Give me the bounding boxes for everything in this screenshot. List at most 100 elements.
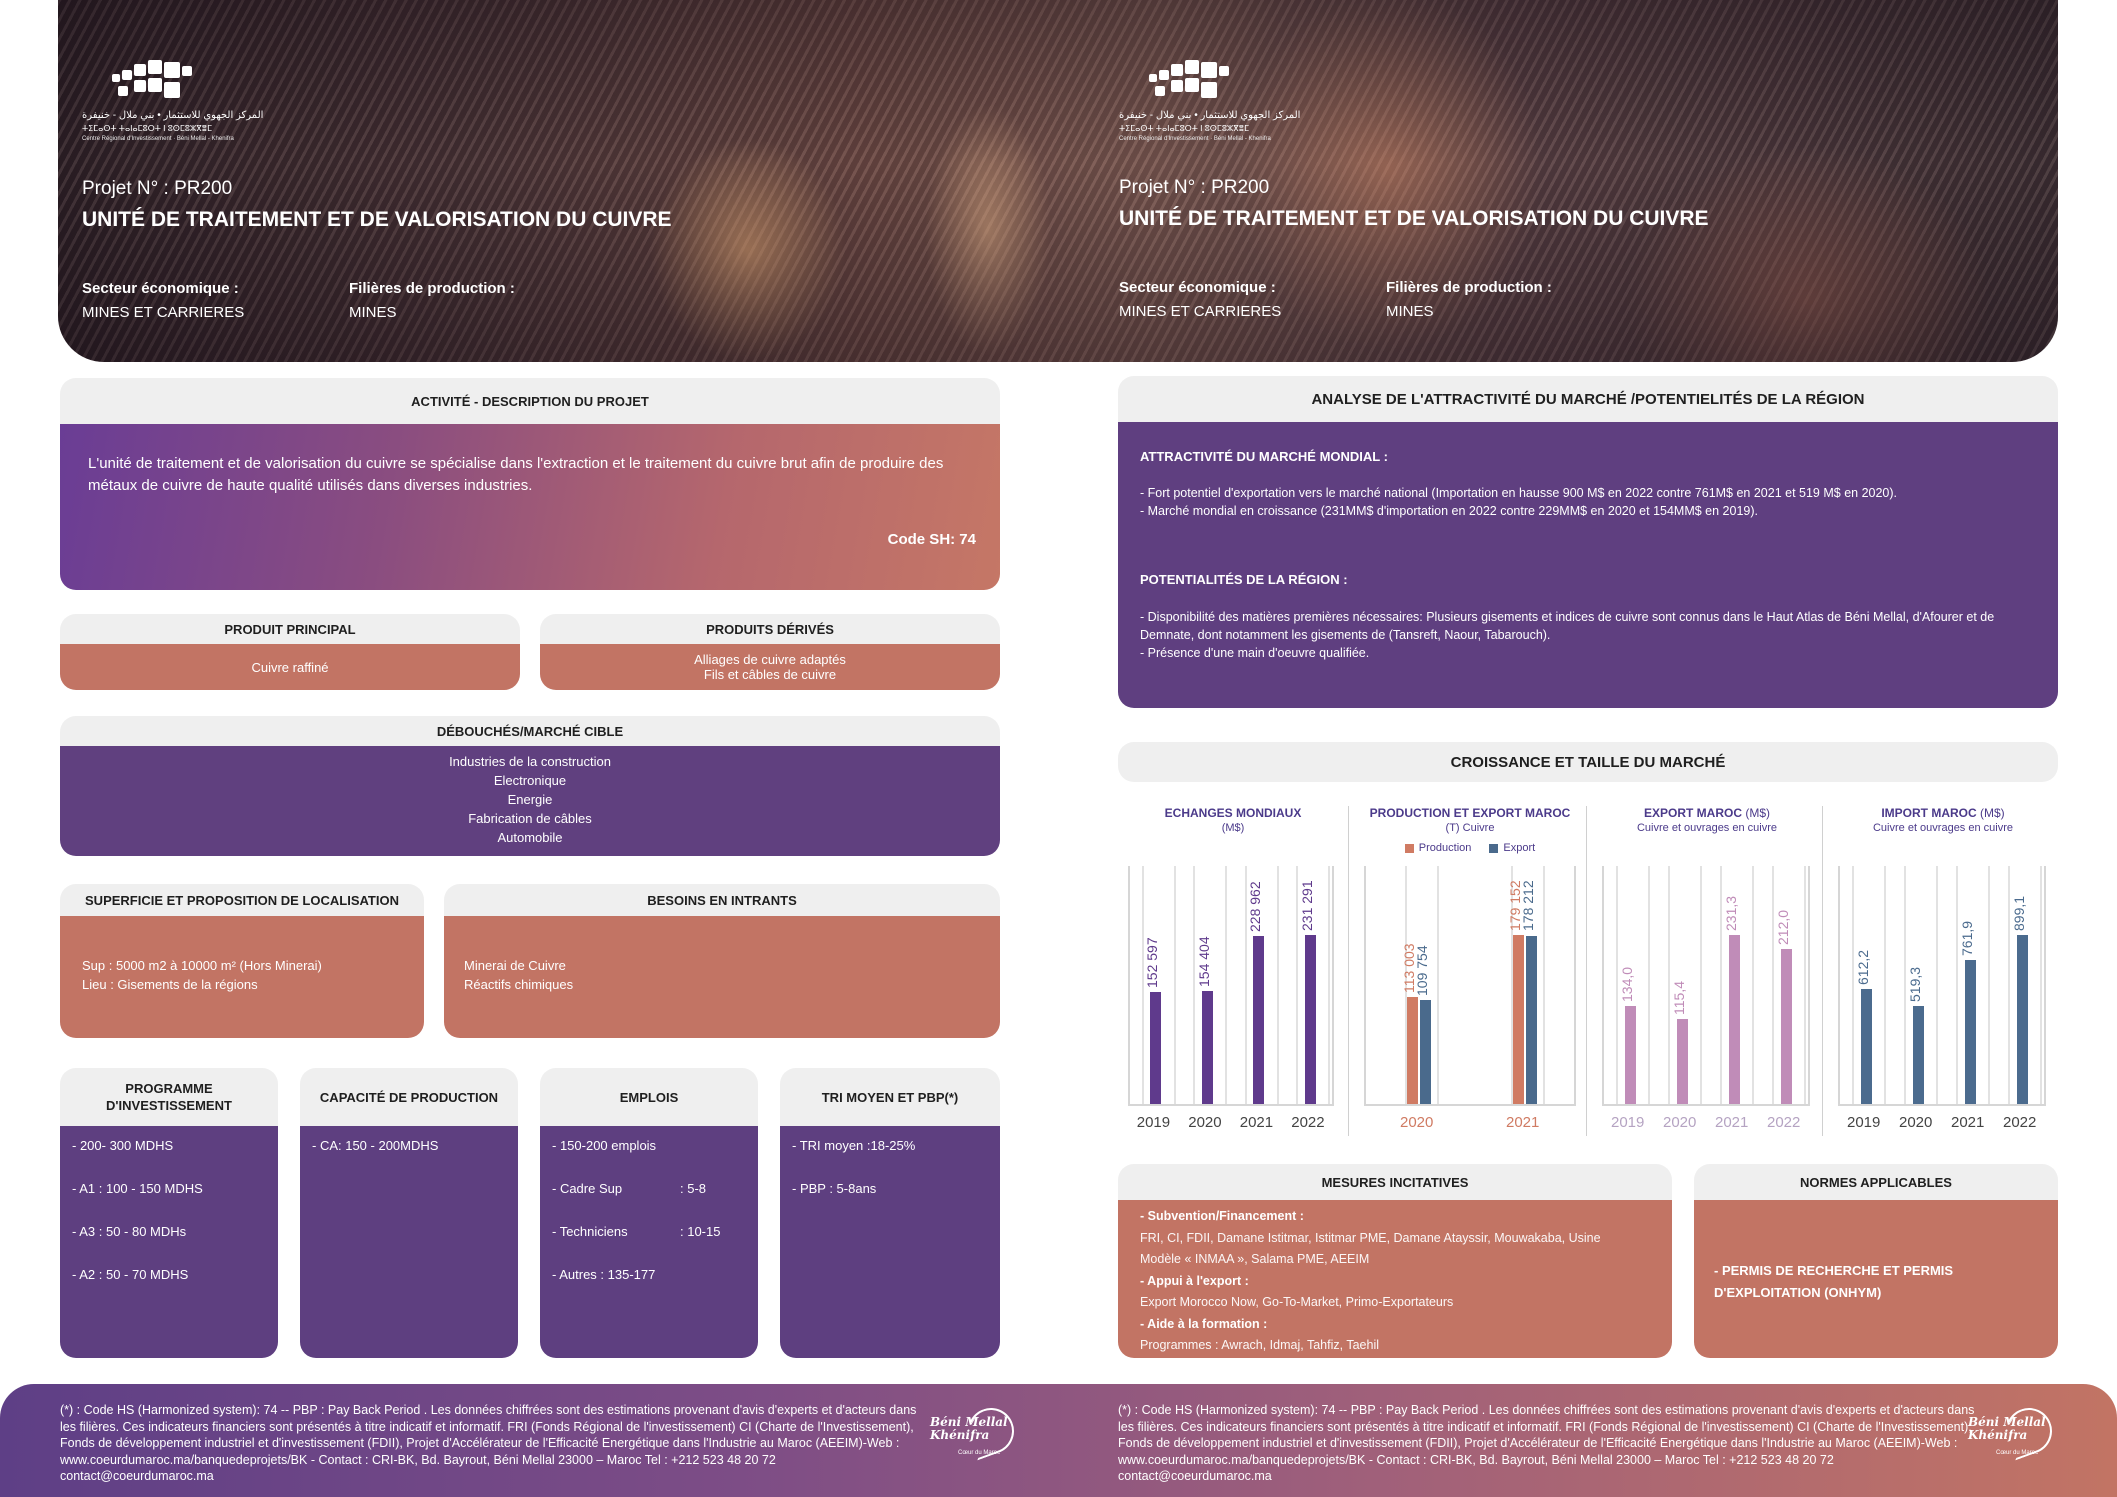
mesures-title: MESURES INCITATIVES bbox=[1118, 1164, 1672, 1200]
debouches-card: DÉBOUCHÉS/MARCHÉ CIBLE Industries de la … bbox=[60, 716, 1000, 856]
chart-bar bbox=[1676, 1019, 1688, 1104]
filiere-value: MINES bbox=[349, 304, 397, 321]
bmk-logo-text: Béni Mellal Khénifra bbox=[930, 1416, 1008, 1442]
bar-label: 612,2 bbox=[1854, 949, 1871, 985]
chart-gridline bbox=[1328, 866, 1331, 1104]
emplois-line: - Cadre Sup: 5-8 bbox=[552, 1181, 758, 1224]
activity-card: ACTIVITÉ - DESCRIPTION DU PROJET L'unité… bbox=[60, 378, 1000, 590]
produit-principal-title: PRODUIT PRINCIPAL bbox=[60, 614, 520, 644]
bar-label: 115,4 bbox=[1670, 981, 1687, 1016]
footer: (*) : Code HS (Harmonized system): 74 --… bbox=[0, 1384, 2117, 1497]
chart-bar bbox=[1860, 988, 1872, 1104]
activity-body: L'unité de traitement et de valorisation… bbox=[60, 424, 1000, 590]
cri-logo-mark-icon bbox=[1149, 60, 1229, 106]
bar-label: 134,0 bbox=[1618, 966, 1635, 1002]
legend-item: Production bbox=[1404, 842, 1471, 854]
intrants-title: BESOINS EN INTRANTS bbox=[444, 884, 1000, 916]
mondial-line: - Fort potentiel d'exportation vers le m… bbox=[1140, 486, 1898, 500]
market-chart: IMPORT MAROC (M$) Cuivre et ouvrages en c… bbox=[1828, 800, 2058, 1140]
chart-bar bbox=[1912, 1006, 1924, 1104]
market-charts: ECHANGES MONDIAUX (M$) 152 597 154 404 228 9… bbox=[1118, 800, 2058, 1140]
footer-text: (*) : Code HS (Harmonized system): 74 --… bbox=[1118, 1403, 1975, 1483]
emplois-body: - 150-200 emplois - Cadre Sup: 5-8 - Tec… bbox=[540, 1126, 758, 1358]
mesures-text: FRI, CI, FDII, Damane Istitmar, Istitmar… bbox=[1140, 1230, 1601, 1245]
sector-label: Secteur économique : bbox=[1119, 279, 1276, 296]
programme-line: - A3 : 50 - 80 MDHs bbox=[72, 1224, 187, 1239]
footer-text: (*) : Code HS (Harmonized system): 74 --… bbox=[60, 1403, 917, 1483]
mesures-sub: - Subvention/Financement : bbox=[1140, 1209, 1304, 1223]
chart-bar bbox=[1407, 997, 1418, 1104]
chart-gridline bbox=[1276, 866, 1279, 1104]
programme-title: PROGRAMME D'INVESTISSEMENT bbox=[60, 1068, 278, 1126]
bmk-logo: Béni Mellal Khénifra Cœur du Maroc bbox=[928, 1401, 1021, 1476]
capacite-line: - CA: 150 - 200MDHS bbox=[312, 1138, 439, 1153]
normes-card: NORMES APPLICABLES - PERMIS DE RECHERCHE… bbox=[1694, 1164, 2058, 1358]
emplois-card: EMPLOIS - 150-200 emplois - Cadre Sup: 5… bbox=[540, 1068, 758, 1358]
programme-line: - A1 : 100 - 150 MDHS bbox=[72, 1181, 203, 1196]
capacite-title: CAPACITÉ DE PRODUCTION bbox=[300, 1068, 518, 1126]
chart-gridline bbox=[1904, 866, 1906, 1104]
chart-bar bbox=[1513, 934, 1524, 1104]
project-title: UNITÉ DE TRAITEMENT ET DE VALORISATION D… bbox=[1119, 207, 1709, 230]
bar-label: 231 291 bbox=[1298, 879, 1315, 931]
region-line: - Présence d'une main d'oeuvre qualifiée… bbox=[1140, 646, 1370, 660]
cri-logo: المركز الجهوي للاستثمار • بني ملال - خني… bbox=[1119, 60, 1309, 146]
region-lines: - Disponibilité des matières premières n… bbox=[1140, 608, 2040, 662]
hero-banner: المركز الجهوي للاستثمار • بني ملال - خني… bbox=[58, 0, 2058, 362]
chart-bar bbox=[1253, 936, 1265, 1104]
bar-label: 154 404 bbox=[1195, 936, 1212, 987]
chart-bar bbox=[1304, 934, 1316, 1104]
chart-gridline bbox=[1936, 866, 1938, 1104]
chart-gridline bbox=[1700, 866, 1702, 1104]
bar-label: 519,3 bbox=[1906, 967, 1923, 1003]
filiere-value: MINES bbox=[1386, 303, 1434, 320]
tri-line: - PBP : 5-8ans bbox=[792, 1181, 877, 1196]
market-chart: EXPORT MAROC (M$) Cuivre et ouvrages en c… bbox=[1592, 800, 1822, 1140]
programme-title-line: PROGRAMME bbox=[125, 1081, 213, 1096]
chart-gridline bbox=[1720, 866, 1722, 1104]
market-chart: ECHANGES MONDIAUX (M$) 152 597 154 404 228 9… bbox=[1118, 800, 1348, 1140]
activity-text: L'unité de traitement et de valorisation… bbox=[88, 455, 944, 494]
logo-latin: Centre Régional d'Investissement · Béni … bbox=[82, 136, 234, 142]
chart-title: ECHANGES MONDIAUX bbox=[1164, 806, 1302, 820]
bmk-logo-line: Khénifra bbox=[1968, 1428, 2028, 1442]
mesures-text: Programmes : Awrach, Idmaj, Tahfiz, Taeh… bbox=[1140, 1338, 1379, 1352]
bar-label: 212,0 bbox=[1774, 909, 1791, 945]
mesures-sub: - Appui à l'export : bbox=[1140, 1273, 1249, 1288]
emplois-line: - 150-200 emplois bbox=[552, 1138, 758, 1181]
project-title: UNITÉ DE TRAITEMENT ET DE VALORISATION D… bbox=[82, 208, 672, 231]
x-tick-label: 2020 bbox=[1663, 1114, 1697, 1131]
chart-gridline bbox=[1225, 866, 1228, 1104]
cri-logo: المركز الجهوي للاستثمار • بني ملال - خني… bbox=[82, 60, 272, 146]
chart-bar bbox=[1728, 934, 1740, 1104]
bar-label: 109 754 bbox=[1414, 945, 1430, 997]
x-tick-label: 2020 bbox=[1400, 1114, 1434, 1131]
emplois-line-value: : 10-15 bbox=[680, 1224, 721, 1239]
chart-subtitle: (T) Cuivre bbox=[1445, 822, 1495, 834]
chart-title: PRODUCTION ET EXPORT MAROC bbox=[1369, 806, 1571, 820]
chart-bar bbox=[1624, 1005, 1636, 1104]
debouche-item: Automobile bbox=[497, 830, 563, 845]
chart-gridline bbox=[1405, 866, 1407, 1104]
chart-subtitle: Cuivre et ouvrages en cuivre bbox=[1872, 822, 2013, 834]
legend-swatch bbox=[1404, 843, 1414, 853]
croissance-card: CROISSANCE ET TAILLE DU MARCHÉ bbox=[1118, 742, 2058, 782]
legend-label: Export bbox=[1503, 842, 1536, 854]
produits-derives-body: Alliages de cuivre adaptés Fils et câble… bbox=[540, 644, 1000, 690]
superficie-title: SUPERFICIE ET PROPOSITION DE LOCALISATIO… bbox=[60, 884, 424, 916]
normes-title: NORMES APPLICABLES bbox=[1694, 1164, 2058, 1200]
chart-gridline bbox=[1752, 866, 1754, 1104]
x-tick-label: 2019 bbox=[1136, 1114, 1171, 1131]
chart-title-unit: (M$) bbox=[1745, 806, 1770, 820]
analyse-title: ANALYSE DE L'ATTRACTIVITÉ DU MARCHÉ /POT… bbox=[1118, 376, 2058, 422]
project-number: Projet N° : PR200 bbox=[1119, 177, 1270, 198]
chart-bar bbox=[1201, 990, 1213, 1104]
chart-bar bbox=[1780, 948, 1792, 1104]
emplois-line-label: - Cadre Sup bbox=[552, 1181, 623, 1196]
chart-gridline bbox=[1173, 866, 1176, 1104]
programme-card: PROGRAMME D'INVESTISSEMENT - 200- 300 MD… bbox=[60, 1068, 278, 1358]
x-tick-label: 2020 bbox=[1188, 1114, 1222, 1131]
chart-separator bbox=[1586, 806, 1587, 1136]
chart-subtitle: (M$) bbox=[1221, 822, 1245, 834]
chart-gridline bbox=[1852, 866, 1854, 1104]
